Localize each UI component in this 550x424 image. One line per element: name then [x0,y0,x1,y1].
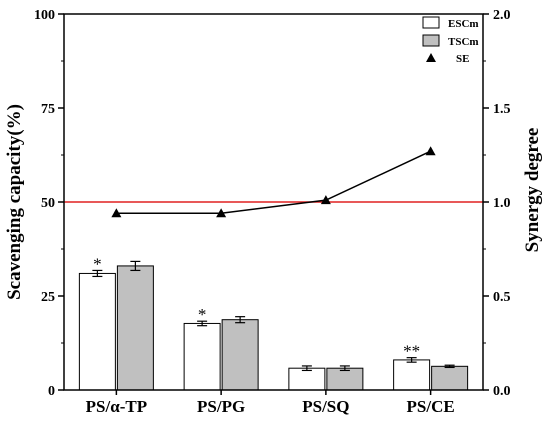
legend-label-tscm: TSCm [448,36,479,48]
synergy-point-0 [111,208,122,218]
y-axis-label: Scavenging capacity(%) [4,104,25,300]
x-tick-label-0: PS/α-TP [86,397,147,416]
synergy-series-layer [111,146,436,218]
y2-tick-label-4: 2.0 [493,8,511,23]
x-tick-label-3: PS/CE [407,397,455,416]
error-bars-layer [92,260,455,372]
bar-escm-0 [78,272,116,391]
axes-layer: 0 25 50 75 100 0.0 0.5 1.0 1.5 2.0 PS/α-TP PS/PG PS/… [34,8,511,416]
y2-axis-label: Synergy degree [522,128,543,253]
y-tick-label-2: 50 [41,196,55,211]
legend-swatch-tscm [422,34,440,47]
synergy-point-1 [216,208,227,218]
legend-swatch-se [426,53,436,62]
bars-layer [78,265,469,391]
significance-marker-0: * [93,254,102,273]
bar-escm-1 [183,322,221,391]
bar-tscm-0 [116,265,154,391]
significance-marker-1: * [198,305,207,324]
legend-label-se: SE [456,53,469,65]
synergy-line [116,150,431,215]
legend: ESCm TSCm SE [422,16,479,65]
synergy-point-3 [425,146,436,156]
y2-tick-label-1: 0.5 [493,290,511,305]
x-tick-label-1: PS/PG [197,397,245,416]
y2-tick-label-2: 1.0 [493,196,511,211]
significance-marker-3: ** [403,342,420,361]
bar-tscm-3 [431,365,469,391]
x-tick-label-2: PS/SQ [302,397,349,416]
y2-tick-label-0: 0.0 [493,384,511,399]
legend-swatch-escm [422,16,440,29]
y2-tick-label-3: 1.5 [493,102,511,117]
bar-tscm-1 [221,319,259,391]
y-tick-label-4: 100 [34,8,55,23]
synergy-point-2 [320,195,331,205]
legend-label-escm: ESCm [448,18,479,30]
bar-escm-3 [393,359,431,391]
significance-layer: **** [93,254,420,360]
y-tick-label-3: 75 [41,102,55,117]
bar-tscm-2 [326,367,364,391]
bar-escm-2 [288,367,326,391]
y-tick-label-1: 25 [41,290,55,305]
y-tick-label-0: 0 [48,384,55,399]
